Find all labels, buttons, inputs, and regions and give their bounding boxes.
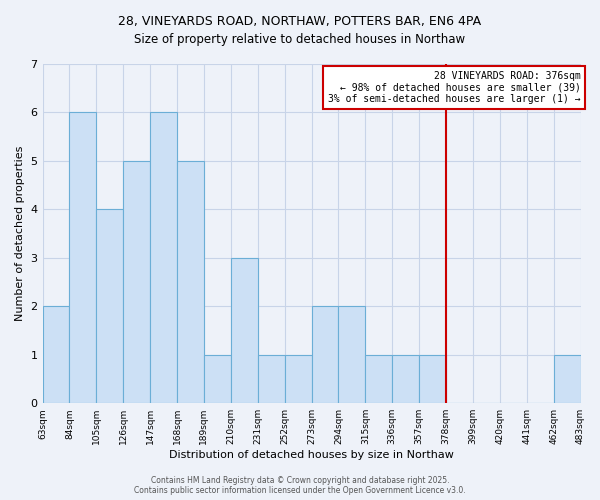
Bar — [70, 112, 97, 403]
Y-axis label: Number of detached properties: Number of detached properties — [15, 146, 25, 322]
Bar — [43, 306, 70, 403]
Bar — [392, 355, 419, 403]
Bar — [554, 355, 581, 403]
Text: 28, VINEYARDS ROAD, NORTHAW, POTTERS BAR, EN6 4PA: 28, VINEYARDS ROAD, NORTHAW, POTTERS BAR… — [118, 15, 482, 28]
Text: Size of property relative to detached houses in Northaw: Size of property relative to detached ho… — [134, 32, 466, 46]
Bar — [150, 112, 177, 403]
Text: Contains HM Land Registry data © Crown copyright and database right 2025.
Contai: Contains HM Land Registry data © Crown c… — [134, 476, 466, 495]
Bar — [177, 161, 204, 403]
Bar — [419, 355, 446, 403]
Bar — [365, 355, 392, 403]
Bar — [231, 258, 258, 403]
X-axis label: Distribution of detached houses by size in Northaw: Distribution of detached houses by size … — [169, 450, 454, 460]
Text: 28 VINEYARDS ROAD: 376sqm
← 98% of detached houses are smaller (39)
3% of semi-d: 28 VINEYARDS ROAD: 376sqm ← 98% of detac… — [328, 72, 581, 104]
Bar — [284, 355, 311, 403]
Bar — [338, 306, 365, 403]
Bar — [204, 355, 231, 403]
Bar — [311, 306, 338, 403]
Bar — [123, 161, 150, 403]
Bar — [97, 210, 123, 403]
Bar — [258, 355, 284, 403]
